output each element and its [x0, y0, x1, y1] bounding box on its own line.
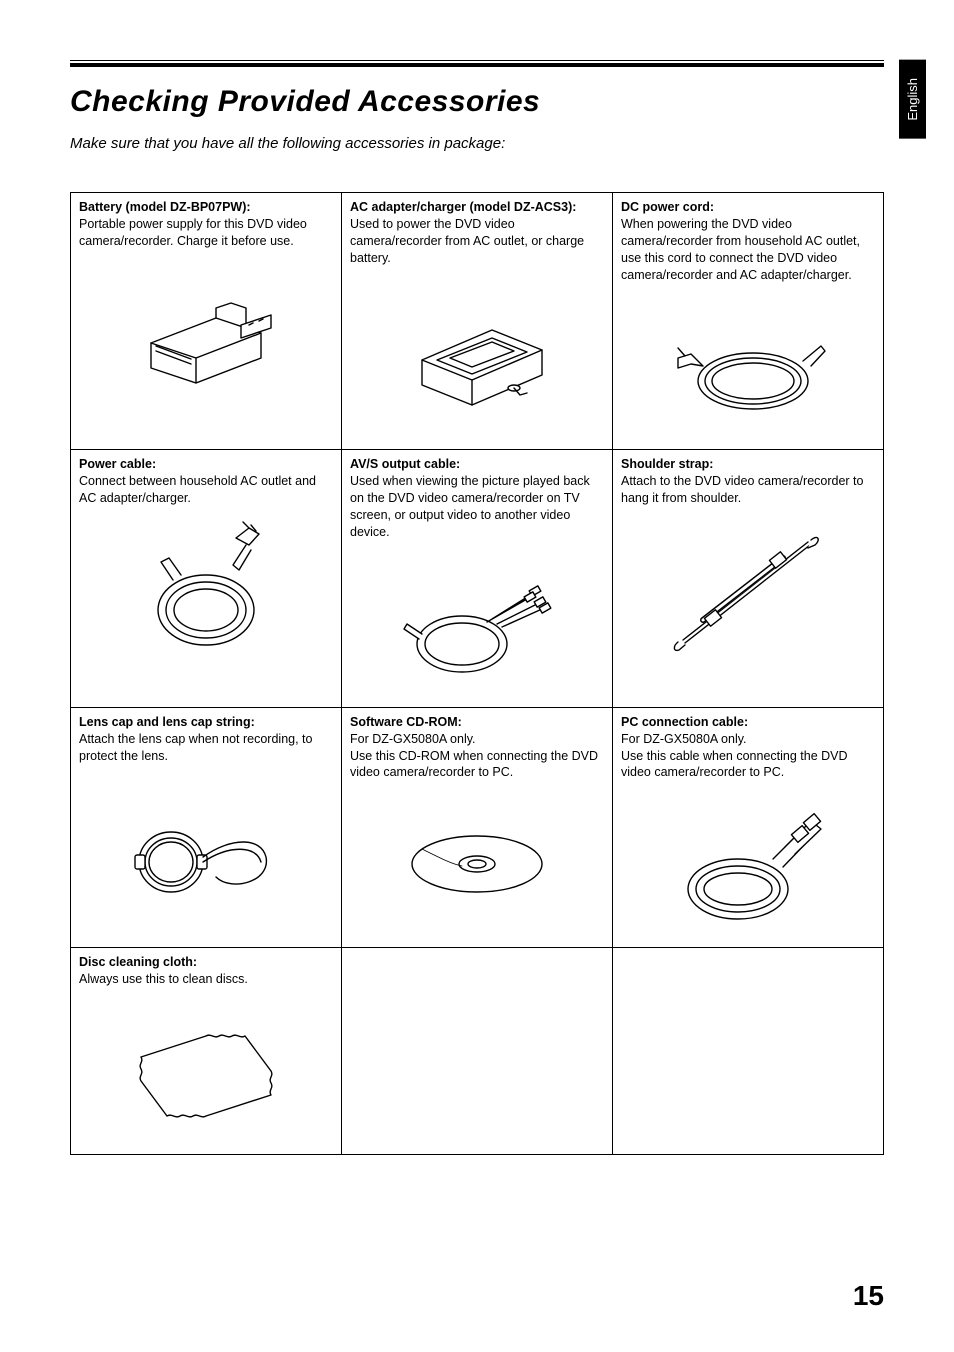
cell-power-cable: Power cable: Connect between household A…	[71, 450, 342, 707]
item-desc: Connect between household AC outlet and …	[79, 474, 316, 505]
item-desc: When powering the DVD video camera/recor…	[621, 217, 860, 282]
cleaning-cloth-illustration	[79, 996, 333, 1146]
battery-illustration	[79, 258, 333, 408]
item-desc: Used to power the DVD video camera/recor…	[350, 217, 584, 265]
cdrom-illustration	[350, 789, 604, 939]
cell-dc-cord: DC power cord: When powering the DVD vid…	[613, 193, 884, 450]
cell-av-cable: AV/S output cable: Used when viewing the…	[342, 450, 613, 707]
empty-cell	[342, 948, 613, 1155]
cell-cdrom: Software CD-ROM: For DZ-GX5080A only. Us…	[342, 707, 613, 948]
dc-cord-illustration	[621, 291, 875, 441]
shoulder-strap-illustration	[621, 515, 875, 665]
page-title: Checking Provided Accessories	[70, 85, 884, 119]
power-cable-illustration	[79, 515, 333, 665]
item-desc: For DZ-GX5080A only. Use this cable when…	[621, 732, 848, 780]
cell-cleaning-cloth: Disc cleaning cloth: Always use this to …	[71, 948, 342, 1155]
language-tab: English	[899, 60, 926, 139]
cell-battery: Battery (model DZ-BP07PW): Portable powe…	[71, 193, 342, 450]
item-title: Battery (model DZ-BP07PW):	[79, 200, 251, 214]
accessories-table: Battery (model DZ-BP07PW): Portable powe…	[70, 192, 884, 1155]
item-desc: Attach to the DVD video camera/recorder …	[621, 474, 863, 505]
item-title: PC connection cable:	[621, 715, 748, 729]
item-title: AC adapter/charger (model DZ-ACS3):	[350, 200, 576, 214]
rule-thick	[70, 63, 884, 67]
cell-shoulder-strap: Shoulder strap: Attach to the DVD video …	[613, 450, 884, 707]
page-subtitle: Make sure that you have all the followin…	[70, 135, 884, 152]
cell-pc-cable: PC connection cable: For DZ-GX5080A only…	[613, 707, 884, 948]
item-desc: For DZ-GX5080A only. Use this CD-ROM whe…	[350, 732, 598, 780]
lens-cap-illustration	[79, 772, 333, 922]
empty-cell	[613, 948, 884, 1155]
item-desc: Portable power supply for this DVD video…	[79, 217, 307, 248]
item-title: Lens cap and lens cap string:	[79, 715, 255, 729]
ac-adapter-illustration	[350, 275, 604, 425]
item-desc: Used when viewing the picture played bac…	[350, 474, 590, 539]
cell-ac-adapter: AC adapter/charger (model DZ-ACS3): Used…	[342, 193, 613, 450]
page-number: 15	[853, 1280, 884, 1312]
item-desc: Always use this to clean discs.	[79, 972, 248, 986]
pc-cable-illustration	[621, 789, 875, 939]
item-title: Power cable:	[79, 457, 156, 471]
rule-thin	[70, 60, 884, 61]
cell-lens-cap: Lens cap and lens cap string: Attach the…	[71, 707, 342, 948]
av-cable-illustration	[350, 549, 604, 699]
item-desc: Attach the lens cap when not recording, …	[79, 732, 312, 763]
item-title: DC power cord:	[621, 200, 714, 214]
item-title: Software CD-ROM:	[350, 715, 462, 729]
item-title: Disc cleaning cloth:	[79, 955, 197, 969]
item-title: Shoulder strap:	[621, 457, 713, 471]
item-title: AV/S output cable:	[350, 457, 460, 471]
